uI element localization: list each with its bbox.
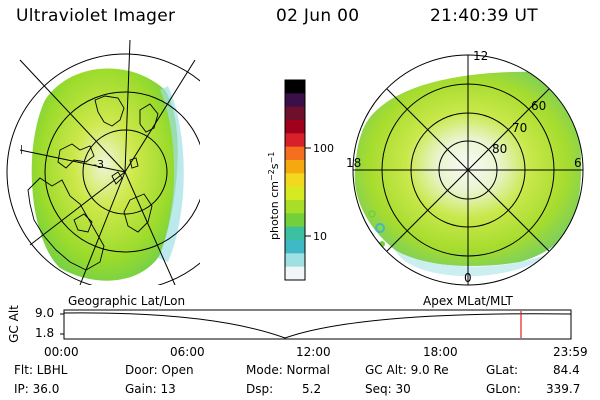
meridian-1 — [19, 59, 126, 173]
timeline-ytick-label-1.8: 1.8 — [35, 326, 55, 340]
mlat-label-70: 70 — [512, 121, 527, 135]
left-center-label: -3 — [93, 158, 104, 171]
left-map-side-tick: | — [20, 145, 23, 155]
colorbar-band — [285, 146, 305, 161]
left-map: -3 — [6, 40, 200, 285]
colorbar-band — [285, 106, 305, 121]
mlt-label-6: 6 — [574, 156, 582, 170]
right-image-lower-fringe — [395, 250, 545, 277]
meridian-2 — [124, 40, 131, 173]
colorbar-band — [285, 266, 305, 281]
colorbar-band — [285, 200, 305, 214]
mlt-line-diag-2 — [386, 88, 550, 252]
left-map-label: Geographic Lat/Lon — [68, 294, 186, 308]
seq-info: Seq: 30 — [365, 382, 411, 396]
timeline-xtick-0600: 06:00 — [170, 345, 205, 359]
mode-info: Mode: Normal — [246, 363, 330, 377]
timeline-xtick-1800: 18:00 — [423, 345, 458, 359]
timeline-xtick-0000: 00:00 — [44, 345, 79, 359]
ip-info: IP: 36.0 — [14, 382, 60, 396]
coastline-islands — [111, 157, 139, 185]
colorbar-band — [285, 160, 305, 174]
mlt-label-0: 0 — [464, 271, 472, 285]
meridian-3 — [124, 59, 196, 173]
colorbar-band — [285, 80, 305, 94]
instrument-title: Ultraviolet Imager — [16, 6, 176, 26]
meridian-6 — [79, 171, 126, 285]
glon-value: 339.7 — [546, 382, 581, 396]
colorbar-band — [285, 240, 305, 254]
coastline-europe — [123, 193, 153, 233]
timeline-panel — [60, 309, 572, 340]
colorbar-unit: photon cm−2s−1 — [267, 152, 281, 240]
filter-info: Flt: LBHL — [14, 363, 68, 377]
timeline-frame — [63, 309, 572, 340]
coastline-canada-arctic — [57, 143, 95, 169]
timeline-ytick-label-9: 9.0 — [35, 306, 55, 320]
colorbar-label-10: 10 — [313, 230, 327, 243]
colorbar-label-100: 100 — [313, 142, 334, 155]
meridian-7 — [124, 171, 176, 285]
coastline-greenland — [94, 95, 125, 127]
right-map: 12 0 18 6 60 70 80 — [346, 49, 584, 286]
colorbar-band — [285, 93, 305, 108]
coastline-north-america — [27, 177, 105, 271]
colorbar-band — [285, 186, 305, 201]
timeline-ylabel: GC Alt — [7, 305, 21, 343]
left-image-edge-glow — [158, 86, 184, 262]
mlat-label-60: 60 — [531, 99, 546, 113]
gc-alt-info: GC Alt: 9.0 Re — [365, 363, 449, 377]
colorbar-frame — [284, 79, 306, 281]
door-info: Door: Open — [125, 363, 194, 377]
colorbar-band — [285, 133, 305, 148]
right-map-label: Apex MLat/MLT — [423, 294, 513, 308]
gain-info: Gain: 13 — [125, 382, 176, 396]
colorbar-band — [285, 253, 305, 268]
timeline-xtick-1200: 12:00 — [296, 345, 331, 359]
coastline-scandinavia — [139, 103, 159, 133]
colorbar — [285, 80, 305, 281]
dsp-label: Dsp: — [246, 382, 274, 396]
colorbar-band — [285, 213, 305, 228]
colorbar-band — [285, 173, 305, 188]
lat-circle-outer — [6, 53, 200, 285]
colorbar-band — [285, 120, 305, 134]
glat-label: GLat: — [486, 363, 519, 377]
mlat-label-80: 80 — [492, 142, 507, 156]
observation-time: 21:40:39 UT — [430, 6, 538, 26]
glat-value: 84.4 — [553, 363, 580, 377]
mlt-label-12: 12 — [473, 49, 488, 63]
lat-circle-mid — [44, 91, 200, 253]
glon-label: GLon: — [486, 382, 521, 396]
observation-date: 02 Jun 00 — [276, 6, 360, 26]
right-image-speckle-2 — [368, 210, 376, 218]
mlt-label-18: 18 — [346, 156, 361, 170]
colorbar-band — [285, 226, 305, 241]
meridian-5 — [29, 171, 126, 246]
right-image-speckle-1 — [375, 223, 385, 233]
coastline-hudson-bay — [73, 213, 93, 233]
gc-altitude-curve — [63, 312, 572, 339]
dsp-value: 5.2 — [302, 382, 322, 396]
timeline-xtick-2359: 23:59 — [553, 345, 588, 359]
